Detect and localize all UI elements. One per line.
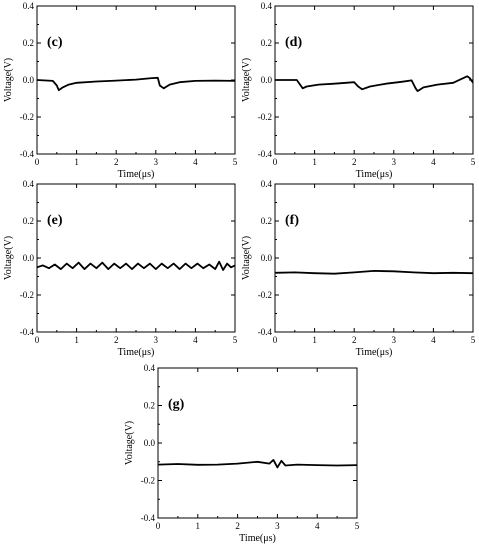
y-tick-label: -0.4 xyxy=(258,327,273,337)
panel-label: (f) xyxy=(285,213,299,228)
y-axis-label: Voltage(V) xyxy=(241,58,252,102)
x-axis-label: Time(μs) xyxy=(356,169,393,180)
y-tick-label: -0.2 xyxy=(20,112,34,122)
x-tick-label: 4 xyxy=(193,335,198,345)
y-tick-label: 0.0 xyxy=(261,253,273,263)
panel-label: (d) xyxy=(285,35,302,50)
y-axis-label: Voltage(V) xyxy=(3,58,14,102)
voltage-trace-line xyxy=(275,75,474,92)
x-tick-label: 3 xyxy=(275,521,280,531)
y-tick-label: 0.2 xyxy=(23,38,34,48)
x-tick-label: 2 xyxy=(114,335,119,345)
plot-frame xyxy=(274,183,474,333)
y-tick-label: 0.2 xyxy=(23,216,34,226)
y-tick-label: 0.0 xyxy=(23,253,35,263)
y-tick-label: -0.2 xyxy=(141,476,155,486)
chart-panel: 0 1 2 3 4 5 0.4 0.2 0.0 -0.2 -0.4 Time(μs) Voltage(V… xyxy=(124,363,360,544)
x-tick-label: 1 xyxy=(74,335,79,345)
y-tick-label: 0.2 xyxy=(261,38,272,48)
y-tick-label: 0.2 xyxy=(144,401,155,411)
x-tick-label: 2 xyxy=(235,521,240,531)
chart-panel: 0 1 2 3 4 5 0.4 0.2 0.0 -0.2 -0.4 Time(μs) Voltage(V… xyxy=(241,179,476,358)
y-tick-label: 0.0 xyxy=(144,438,156,448)
y-tick-label: -0.2 xyxy=(258,112,272,122)
x-tick-label: 5 xyxy=(233,335,238,345)
panel-label: (e) xyxy=(47,213,63,228)
y-tick-label: 0.4 xyxy=(261,1,273,11)
x-tick-label: 2 xyxy=(352,335,357,345)
x-tick-label: 1 xyxy=(312,157,317,167)
x-axis-label: Time(μs) xyxy=(239,533,276,544)
plot-frame xyxy=(157,367,358,519)
x-tick-label: 3 xyxy=(154,335,159,345)
plot-frame xyxy=(274,5,474,155)
chart-panel: 0 1 2 3 4 5 0.4 0.2 0.0 -0.2 -0.4 Time(μs) Voltage(V… xyxy=(241,1,476,180)
x-tick-label: 5 xyxy=(233,157,238,167)
plot-frame xyxy=(36,183,236,333)
chart-panel: 0 1 2 3 4 5 0.4 0.2 0.0 -0.2 -0.4 Time(μs) Voltage(V… xyxy=(3,179,238,358)
x-tick-label: 2 xyxy=(352,157,357,167)
x-tick-label: 4 xyxy=(193,157,198,167)
y-tick-label: 0.0 xyxy=(261,75,273,85)
y-tick-label: -0.2 xyxy=(258,290,272,300)
x-tick-label: 1 xyxy=(196,521,201,531)
x-tick-label: 4 xyxy=(431,157,436,167)
y-tick-label: -0.2 xyxy=(20,290,34,300)
voltage-trace-line xyxy=(36,260,236,271)
x-tick-label: 0 xyxy=(35,157,40,167)
panel-label: (c) xyxy=(47,35,63,50)
voltage-trace-line xyxy=(157,458,358,469)
x-tick-label: 0 xyxy=(273,157,278,167)
x-tick-label: 0 xyxy=(273,335,278,345)
x-tick-label: 0 xyxy=(156,521,161,531)
y-axis-label: Voltage(V) xyxy=(241,236,252,280)
x-tick-label: 2 xyxy=(114,157,119,167)
y-axis-label: Voltage(V) xyxy=(124,421,135,465)
x-axis-label: Time(μs) xyxy=(118,169,155,180)
x-axis-label: Time(μs) xyxy=(118,347,155,358)
x-tick-label: 4 xyxy=(315,521,320,531)
voltage-trace-line xyxy=(36,76,236,92)
x-tick-label: 1 xyxy=(74,157,79,167)
panel-label: (g) xyxy=(168,397,185,412)
x-tick-label: 5 xyxy=(471,335,476,345)
chart-panel: 0 1 2 3 4 5 0.4 0.2 0.0 -0.2 -0.4 Time(μs) Voltage(V… xyxy=(3,1,238,180)
voltage-trace-line xyxy=(274,269,474,275)
y-tick-label: -0.4 xyxy=(141,513,156,523)
y-tick-label: 0.4 xyxy=(144,363,156,373)
y-axis-label: Voltage(V) xyxy=(3,236,14,280)
y-tick-label: -0.4 xyxy=(20,327,35,337)
y-tick-label: 0.4 xyxy=(23,1,35,11)
y-tick-label: 0.2 xyxy=(261,216,272,226)
y-tick-label: -0.4 xyxy=(20,149,35,159)
y-tick-label: -0.4 xyxy=(258,149,273,159)
x-tick-label: 5 xyxy=(471,157,476,167)
y-tick-label: 0.4 xyxy=(261,179,273,189)
x-tick-label: 4 xyxy=(431,335,436,345)
x-tick-label: 0 xyxy=(35,335,40,345)
x-tick-label: 3 xyxy=(392,157,397,167)
y-tick-label: 0.4 xyxy=(23,179,35,189)
x-tick-label: 3 xyxy=(154,157,159,167)
x-tick-label: 5 xyxy=(355,521,360,531)
x-axis-label: Time(μs) xyxy=(356,347,393,358)
y-tick-label: 0.0 xyxy=(23,75,35,85)
x-tick-label: 1 xyxy=(312,335,317,345)
x-tick-label: 3 xyxy=(392,335,397,345)
